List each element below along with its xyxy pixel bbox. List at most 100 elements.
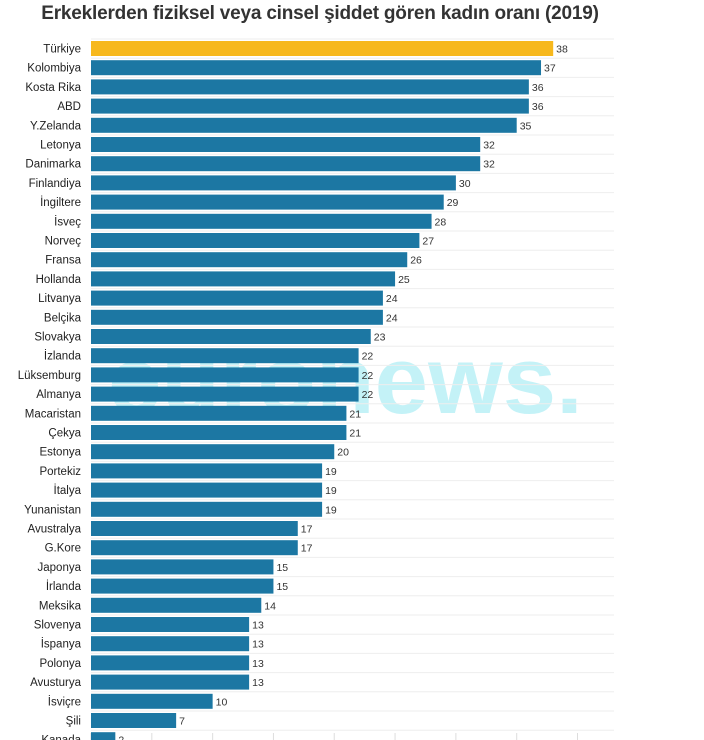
data-label: 13 [252, 677, 264, 689]
bar [91, 213, 432, 229]
category-label: Y.Zelanda [30, 120, 82, 132]
data-label: 37 [544, 63, 556, 75]
data-label: 19 [325, 504, 337, 516]
data-label: 30 [459, 178, 471, 190]
data-label: 2 [118, 735, 124, 740]
data-label: 17 [301, 543, 313, 555]
data-label: 7 [179, 716, 185, 728]
category-label: İsveç [54, 215, 81, 228]
bar [91, 41, 554, 56]
bar [91, 98, 529, 114]
data-label: 13 [252, 639, 264, 651]
data-label: 22 [362, 370, 374, 382]
data-label: 26 [410, 255, 422, 267]
category-label: İspanya [41, 638, 82, 651]
category-label: Avustralya [28, 524, 82, 536]
data-label: 27 [422, 236, 434, 248]
bar [91, 578, 274, 594]
category-label: ABD [57, 101, 81, 113]
category-label: Fransa [45, 255, 81, 267]
bar [91, 137, 481, 152]
category-label: Letonya [40, 140, 82, 152]
bar [91, 444, 335, 460]
data-label: 23 [374, 332, 386, 344]
category-label: Yunanistan [24, 504, 81, 516]
data-label: 13 [252, 658, 264, 670]
category-label: Finlandiya [29, 178, 82, 190]
data-label: 22 [362, 389, 374, 401]
category-label: Japonya [38, 562, 82, 574]
category-label: İzlanda [44, 350, 82, 363]
data-label: 14 [264, 600, 276, 612]
bar [91, 617, 250, 632]
category-label: Norveç [45, 236, 82, 248]
category-label: Slovakya [34, 332, 81, 344]
bar [91, 655, 250, 671]
data-label: 28 [435, 216, 447, 228]
data-label: 38 [556, 44, 568, 56]
category-label: Lüksemburg [18, 370, 81, 382]
bar [91, 521, 298, 536]
bar [91, 559, 274, 575]
data-label: 15 [276, 562, 288, 574]
data-label: 36 [532, 101, 544, 113]
bar [91, 713, 177, 728]
bar [91, 674, 250, 690]
bar [91, 329, 371, 344]
chart-title: Erkeklerden fiziksel veya cinsel şiddet … [41, 3, 599, 24]
category-label: Avusturya [30, 677, 82, 689]
bar [91, 309, 383, 325]
category-label: Slovenya [34, 620, 82, 632]
bar [91, 693, 213, 709]
data-label: 20 [337, 447, 349, 459]
bar [91, 501, 323, 517]
bar [91, 636, 250, 652]
category-label: İngiltere [40, 196, 81, 209]
data-label: 22 [362, 351, 374, 363]
data-label: 21 [349, 428, 361, 440]
bar [91, 252, 408, 268]
data-label: 32 [483, 140, 495, 152]
category-label: Hollanda [36, 274, 82, 286]
bar [91, 732, 116, 740]
category-label: Belçika [44, 312, 82, 324]
category-label: Kosta Rika [25, 82, 81, 94]
category-label: İrlanda [46, 580, 82, 593]
data-label: 13 [252, 620, 264, 632]
category-label: Estonya [39, 447, 81, 459]
bar [91, 233, 420, 248]
category-label: Meksika [39, 600, 82, 612]
data-label: 24 [386, 293, 398, 305]
data-label: 15 [276, 581, 288, 593]
category-label: Çekya [48, 428, 81, 440]
category-label: Portekiz [39, 466, 81, 478]
category-label: Litvanya [38, 293, 81, 305]
data-label: 25 [398, 274, 410, 286]
data-label: 21 [349, 408, 361, 420]
bar [91, 348, 359, 364]
category-label: Polonya [39, 658, 81, 670]
data-label: 32 [483, 159, 495, 171]
data-label: 19 [325, 485, 337, 497]
bar [91, 386, 359, 402]
category-label: Almanya [36, 389, 81, 401]
bar [91, 290, 383, 306]
data-label: 36 [532, 82, 544, 94]
data-label: 24 [386, 312, 398, 324]
bar [91, 156, 481, 172]
bar [91, 425, 347, 440]
data-label: 17 [301, 524, 313, 536]
bar [91, 367, 359, 383]
bar [91, 175, 456, 191]
data-label: 29 [447, 197, 459, 209]
category-label: Kanada [41, 735, 81, 740]
bar [91, 463, 323, 479]
bar [91, 79, 529, 95]
category-label: Türkiye [43, 44, 81, 56]
bar [91, 482, 323, 498]
category-label: Kolombiya [27, 63, 81, 75]
bar [91, 271, 396, 287]
category-label: İsviçre [48, 695, 81, 708]
category-label: Danimarka [25, 159, 81, 171]
